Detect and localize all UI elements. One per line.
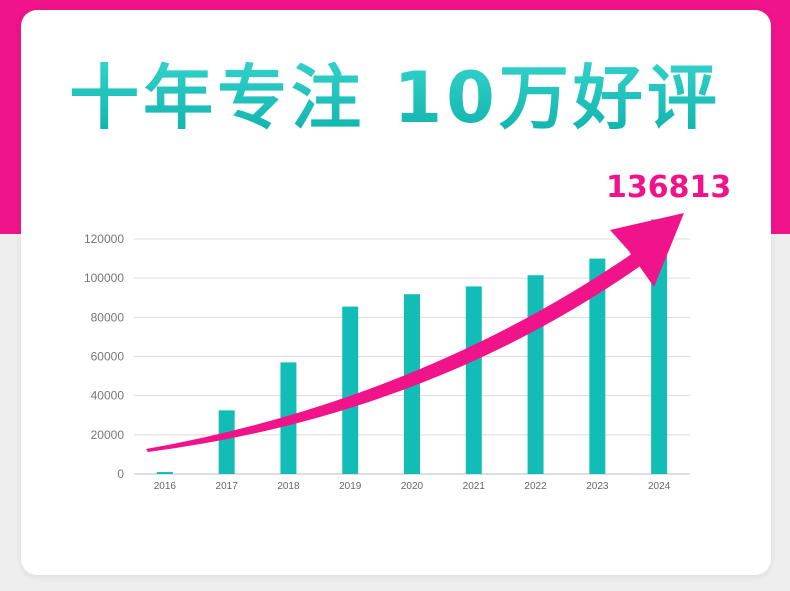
x-tick-label: 2017 bbox=[216, 481, 239, 492]
x-tick-label: 2019 bbox=[339, 481, 362, 492]
y-tick-label: 100000 bbox=[84, 271, 124, 285]
bar-2023 bbox=[589, 258, 606, 474]
bar-2016 bbox=[156, 472, 173, 474]
chart-card bbox=[21, 10, 771, 575]
y-tick-label: 0 bbox=[117, 467, 124, 481]
callout-value: 136813 bbox=[606, 170, 732, 205]
bar-2017 bbox=[218, 410, 235, 474]
bar-2021 bbox=[465, 286, 482, 474]
bar-2022 bbox=[527, 275, 544, 474]
y-tick-label: 60000 bbox=[91, 350, 125, 364]
x-tick-label: 2024 bbox=[648, 481, 671, 492]
x-tick-label: 2020 bbox=[401, 481, 424, 492]
x-tick-label: 2023 bbox=[586, 481, 609, 492]
growth-arrow-head bbox=[610, 213, 684, 287]
x-tick-label: 2022 bbox=[524, 481, 547, 492]
bar-2019 bbox=[342, 306, 359, 474]
x-tick-label: 2018 bbox=[277, 481, 300, 492]
y-tick-label: 80000 bbox=[91, 310, 125, 324]
y-tick-label: 120000 bbox=[84, 232, 124, 246]
y-tick-label: 40000 bbox=[91, 389, 125, 403]
x-tick-label: 2021 bbox=[463, 481, 486, 492]
x-tick-label: 2016 bbox=[154, 481, 177, 492]
y-tick-label: 20000 bbox=[91, 428, 125, 442]
headline: 十年专注 10万好评 bbox=[0, 42, 790, 143]
